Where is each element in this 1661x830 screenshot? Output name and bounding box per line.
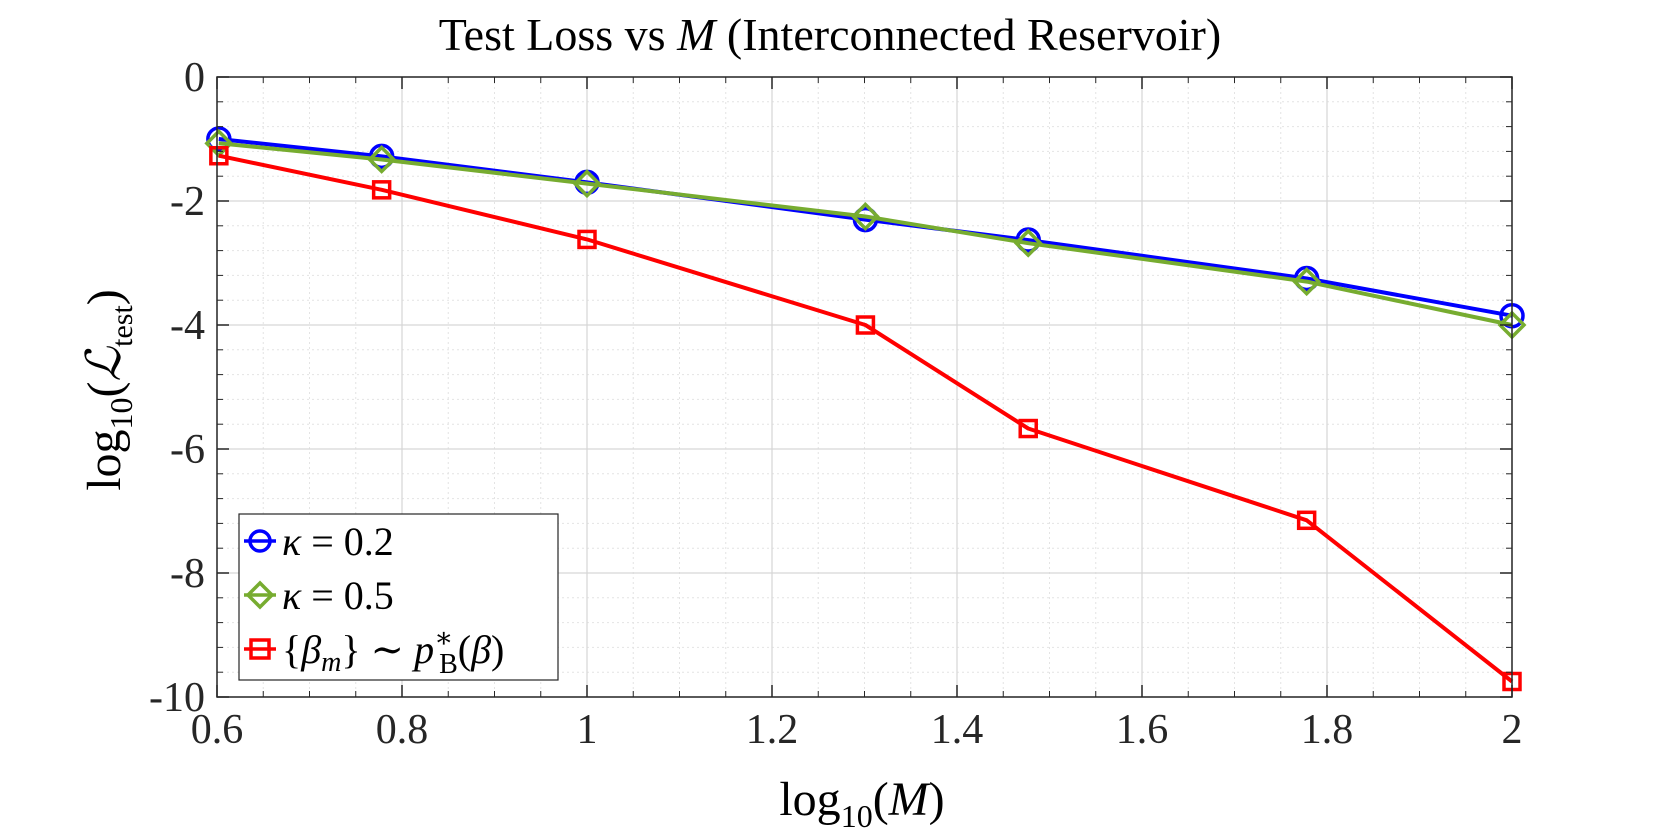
legend-entry-kappa-05: κ = 0.5 [244, 573, 394, 618]
data-point-diamond [572, 169, 602, 199]
legend-entry-kappa-02: κ = 0.2 [244, 519, 394, 564]
axis-ticks [216, 76, 1513, 698]
y-tick-label: -4 [170, 303, 205, 349]
legend-marker-square [249, 638, 271, 660]
legend: κ = 0.2 κ = 0.5 {βm} ∼ p∗ B(β) [238, 513, 559, 681]
chart-title-prefix: Test Loss vs [439, 9, 677, 60]
legend-label-kappa-02: κ = 0.2 [282, 519, 394, 564]
x-tick-label: 1.4 [931, 707, 984, 753]
series-diamond [204, 128, 1527, 340]
legend-box [238, 513, 559, 681]
legend-label-beta: {βm} ∼ p∗ B(β) [282, 623, 504, 680]
legend-marker-diamond [245, 580, 275, 610]
data-point-square [371, 180, 392, 200]
y-tick-label: -2 [170, 179, 205, 225]
legend-label-kappa-05: κ = 0.5 [282, 573, 394, 618]
chart-title-var: M [676, 9, 718, 60]
x-axis-label: log10(M) [779, 773, 944, 830]
data-point-diamond [367, 144, 397, 174]
x-tick-label: 1 [577, 707, 598, 753]
x-tick-label: 1.2 [746, 707, 799, 753]
series-line-circle [218, 137, 1513, 318]
data-point-square [577, 229, 597, 250]
series-square [209, 145, 1522, 692]
data-point-diamond [850, 202, 880, 231]
data-point-square [1018, 418, 1038, 439]
data-point-circle [206, 126, 232, 152]
data-point-diamond [1013, 228, 1043, 258]
y-tick-label: -10 [149, 675, 205, 721]
x-tick-label: 0.8 [376, 707, 429, 753]
data-point-diamond [1292, 267, 1322, 297]
chart-title-suffix: (Interconnected Reservoir) [715, 9, 1221, 60]
x-tick-label: 1.6 [1116, 707, 1169, 753]
series-line-diamond [218, 141, 1513, 327]
series-layer [204, 126, 1527, 692]
x-tick-label: 2 [1502, 707, 1523, 753]
data-point-square [209, 145, 229, 166]
y-tick-label: 0 [184, 55, 205, 101]
series-line-square [218, 153, 1514, 684]
chart-title: Test Loss vs M (Interconnected Reservoir… [439, 9, 1221, 60]
data-point-square [855, 315, 876, 335]
y-tick-label: -8 [170, 551, 205, 597]
tick-labels: 0.6 0.8 1 1.2 1.4 1.6 1.8 2 0 -2 -4 -6 -8 -10 [149, 55, 1523, 753]
legend-entry-beta: {βm} ∼ p∗ B(β) [244, 623, 504, 680]
x-tick-label: 1.8 [1301, 707, 1354, 753]
x-tick-label: 0.6 [191, 707, 244, 753]
data-point-square [1296, 510, 1317, 531]
data-point-diamond [204, 128, 234, 158]
y-tick-label: -6 [170, 427, 205, 473]
y-axis-label: log10(ℒtest) [76, 289, 139, 491]
legend-marker-circle [248, 529, 272, 553]
